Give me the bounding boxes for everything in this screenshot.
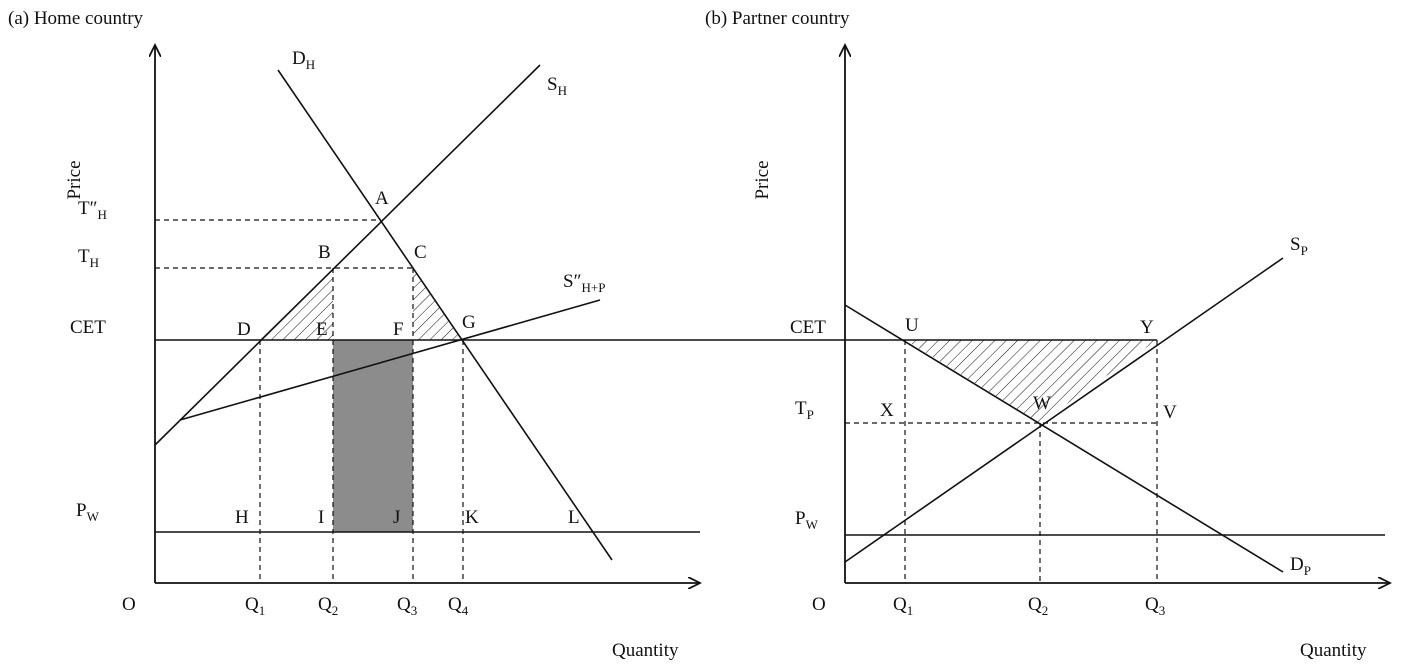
price-label-main: T	[795, 398, 807, 419]
curve-label-main: D	[292, 48, 306, 69]
point-label: Y	[1140, 317, 1154, 338]
panel-a-drawing	[155, 45, 845, 583]
curve-label-main: S	[547, 74, 558, 95]
supply-curve	[844, 257, 1284, 563]
curve-label-sub: H	[306, 57, 315, 72]
panel-title: (b) Partner country	[705, 8, 850, 29]
quantity-label-sub: 4	[462, 603, 469, 618]
quantity-label: Q2	[1028, 594, 1048, 618]
curve-label: DP	[1290, 554, 1311, 578]
panel-b-drawing	[845, 45, 1390, 583]
origin-label: O	[122, 594, 136, 615]
price-label-main: T	[78, 246, 90, 267]
quantity-label-sub: 2	[332, 603, 339, 618]
quantity-label-sub: 1	[907, 603, 914, 618]
curve-label-main: D	[1290, 554, 1304, 575]
price-label: PW	[795, 508, 819, 532]
curve-label: SH	[547, 74, 567, 98]
x-axis-label: Quantity	[1300, 640, 1367, 661]
quantity-label-main: Q	[397, 594, 411, 615]
price-label-sub: W	[806, 517, 819, 532]
curve-label-sub: P	[1304, 563, 1311, 578]
curve-label-main: S	[1290, 234, 1301, 255]
hatched-area	[905, 340, 1157, 423]
point-label: G	[462, 312, 476, 333]
curve-label-sub: H+P	[581, 280, 605, 295]
quantity-label: Q3	[1145, 594, 1165, 618]
quantity-label: Q4	[448, 594, 469, 618]
quantity-label-main: Q	[318, 594, 332, 615]
point-label: W	[1033, 393, 1051, 414]
price-label-main: P	[76, 500, 87, 521]
panel-title: (a) Home country	[8, 8, 144, 29]
price-label: CET	[70, 317, 106, 338]
quantity-label-sub: 3	[411, 603, 418, 618]
price-label: CET	[790, 317, 826, 338]
point-label: I	[318, 507, 324, 528]
price-label-main: P	[795, 508, 806, 529]
price-label-sub: H	[98, 207, 107, 222]
price-label: T″H	[78, 198, 107, 222]
supply-curve	[154, 64, 541, 446]
curve-label: DH	[292, 48, 315, 72]
point-label: D	[237, 319, 251, 340]
quantity-label: Q1	[893, 594, 913, 618]
curve-label: S″H+P	[563, 271, 605, 295]
quantity-label: Q3	[397, 594, 417, 618]
quantity-label: Q1	[245, 594, 265, 618]
curve-label-sub: H	[558, 83, 567, 98]
price-label-sub: P	[807, 407, 814, 422]
point-label: E	[316, 319, 328, 340]
price-label-sub: H	[90, 255, 99, 270]
point-label: K	[465, 507, 479, 528]
quantity-label-main: Q	[1145, 594, 1159, 615]
quantity-label: Q2	[318, 594, 338, 618]
point-label: H	[235, 507, 249, 528]
origin-label: O	[812, 594, 826, 615]
point-label: X	[880, 400, 894, 421]
demand-curve	[277, 69, 613, 561]
point-label: C	[414, 242, 427, 263]
hatched-area	[260, 268, 333, 340]
demand-curve	[844, 304, 1284, 573]
curve-label: SP	[1290, 234, 1308, 258]
quantity-label-sub: 2	[1042, 603, 1049, 618]
quantity-label-main: Q	[1028, 594, 1042, 615]
point-label: B	[318, 242, 331, 263]
point-label: L	[568, 507, 580, 528]
price-label-main: T″	[78, 198, 98, 219]
curve-label-sub: P	[1301, 243, 1308, 258]
y-axis-label: Price	[64, 160, 85, 199]
supply-curve	[179, 299, 601, 421]
quantity-label-sub: 3	[1159, 603, 1166, 618]
point-label: V	[1163, 402, 1177, 423]
curve-label-main: S″	[563, 271, 581, 292]
y-axis-label: Price	[752, 160, 773, 199]
price-label: PW	[76, 500, 100, 524]
quantity-label-sub: 1	[259, 603, 266, 618]
price-label: TH	[78, 246, 99, 270]
point-label: A	[375, 188, 389, 209]
point-label: J	[393, 507, 400, 528]
point-label: F	[393, 319, 404, 340]
price-label-sub: W	[87, 509, 100, 524]
quantity-label-main: Q	[448, 594, 462, 615]
point-label: U	[905, 315, 919, 336]
x-axis-label: Quantity	[612, 640, 679, 661]
quantity-label-main: Q	[245, 594, 259, 615]
price-label: TP	[795, 398, 814, 422]
quantity-label-main: Q	[893, 594, 907, 615]
shaded-area	[333, 340, 413, 532]
